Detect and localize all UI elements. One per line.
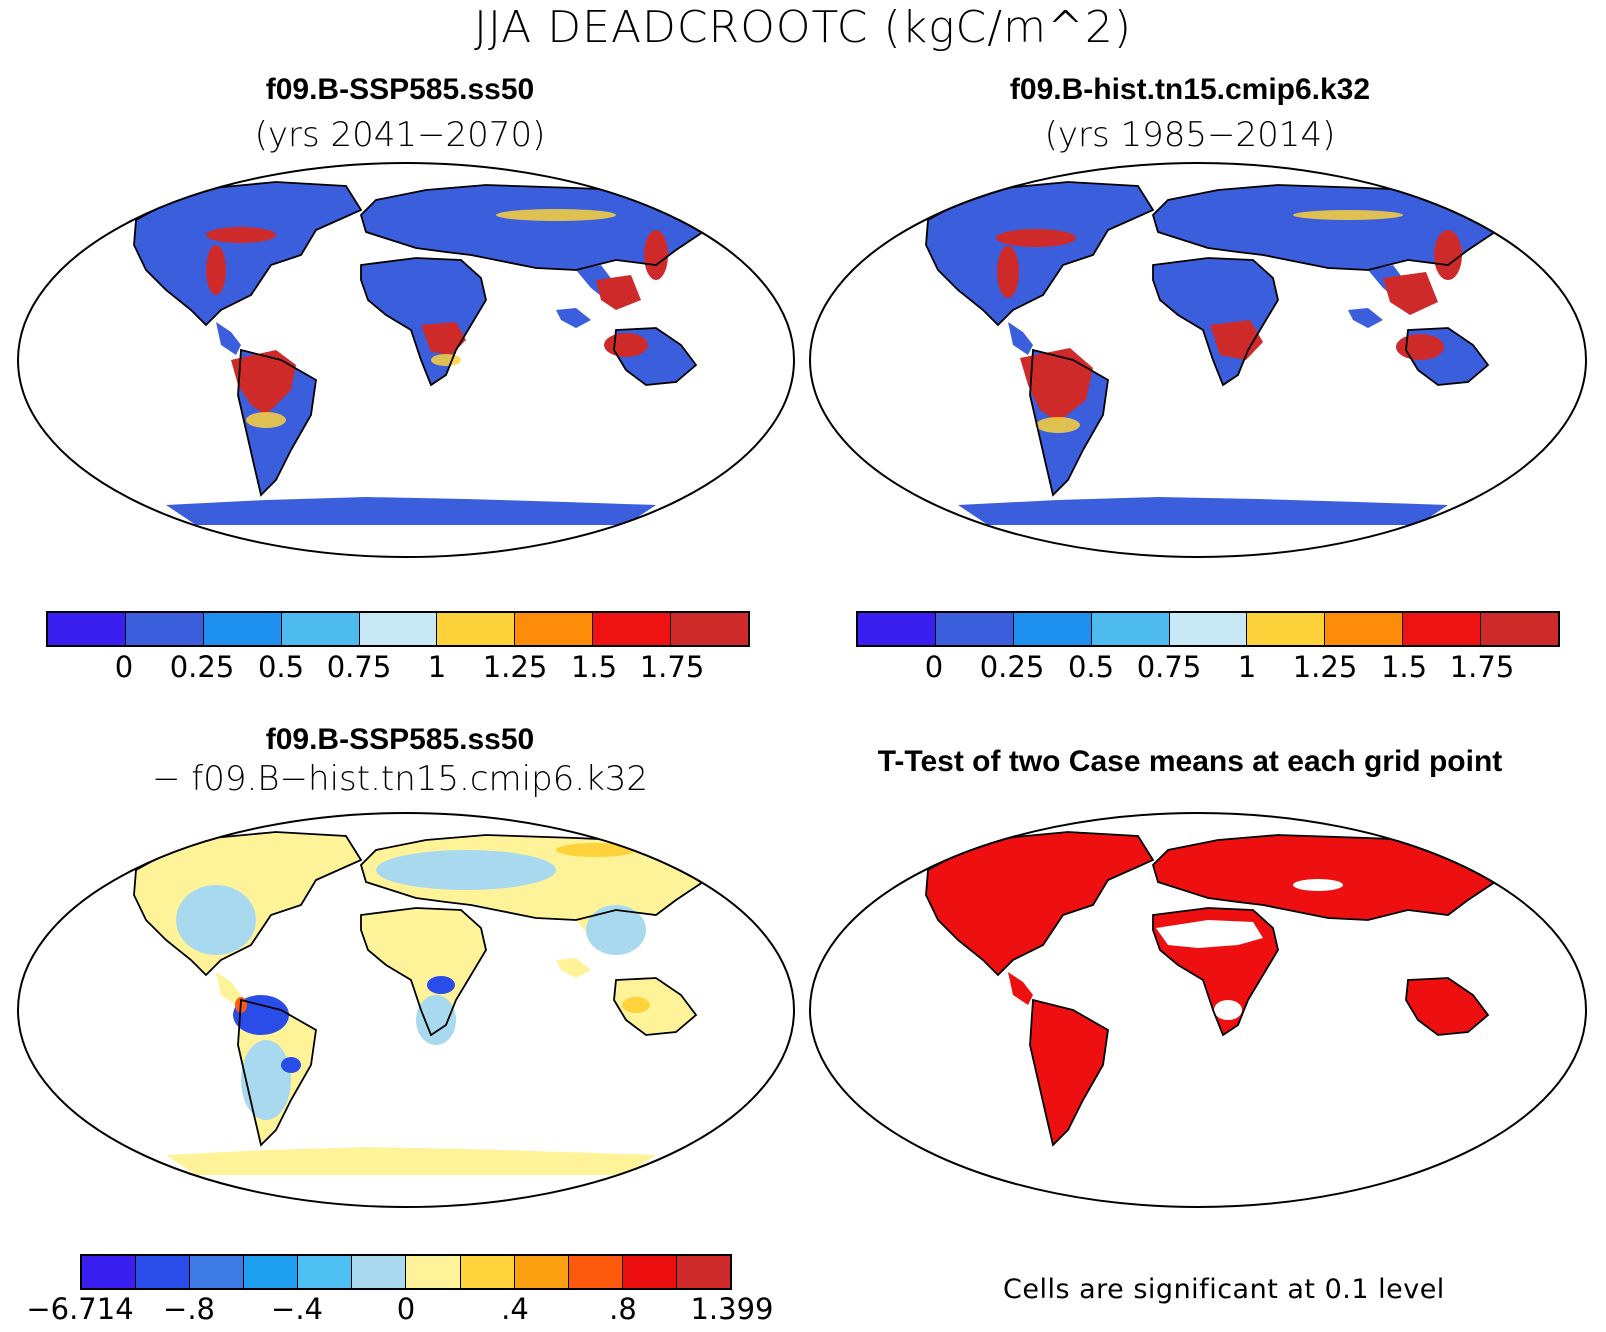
- tick-label: 0: [924, 650, 944, 684]
- tick-label: .8: [609, 1292, 637, 1326]
- tick-label: 0: [396, 1292, 416, 1326]
- colorbar-case2-labels: 0 0.25 0.5 0.75 1 1.25 1.5 1.75: [856, 650, 1560, 690]
- colorbar-box: [437, 613, 516, 645]
- colorbar-box: [568, 1256, 623, 1288]
- figure-title: JJA DEADCROOTC (kgC/m^2): [474, 2, 1132, 53]
- tick-label: 1.25: [482, 650, 548, 684]
- colorbar-box: [1325, 613, 1404, 645]
- colorbar-box: [298, 1256, 353, 1288]
- panel3-title: f09.B-SSP585.ss50: [265, 723, 535, 756]
- colorbar-box: [514, 1256, 569, 1288]
- colorbar-box: [359, 613, 438, 645]
- tick-label: −.4: [271, 1292, 323, 1326]
- colorbar-box: [515, 613, 594, 645]
- map-case1: [17, 162, 795, 558]
- tick-label: −6.714: [26, 1292, 134, 1326]
- map-difference: [17, 812, 795, 1208]
- colorbar-box: [406, 1256, 461, 1288]
- colorbar-box: [1091, 613, 1170, 645]
- colorbar-box: [676, 1256, 730, 1288]
- colorbar-case1-labels: 0 0.25 0.5 0.75 1 1.25 1.5 1.75: [46, 650, 750, 690]
- colorbar-box: [593, 613, 672, 645]
- tick-label: 1: [1237, 650, 1257, 684]
- colorbar-box: [136, 1256, 191, 1288]
- tick-label: −.8: [163, 1292, 215, 1326]
- tick-label: 1.5: [1380, 650, 1428, 684]
- colorbar-box: [1013, 613, 1092, 645]
- colorbar-box: [244, 1256, 299, 1288]
- colorbar-difference-labels: −6.714 −.8 −.4 0 .4 .8 1.399: [26, 1292, 773, 1332]
- tick-label: 1.75: [1449, 650, 1515, 684]
- colorbar-case2: [856, 611, 1560, 647]
- colorbar-box: [935, 613, 1014, 645]
- tick-label: 0.5: [1067, 650, 1115, 684]
- panel4-title: T-Test of two Case means at each grid po…: [877, 745, 1503, 778]
- colorbar-box: [671, 613, 749, 645]
- tick-label: .4: [501, 1292, 529, 1326]
- tick-label: 0.5: [257, 650, 305, 684]
- tick-label: 0: [114, 650, 134, 684]
- colorbar-box: [352, 1256, 407, 1288]
- colorbar-difference: [80, 1254, 732, 1290]
- map-ttest: [809, 812, 1587, 1208]
- colorbar-box: [1247, 613, 1326, 645]
- tick-label: 0.75: [1136, 650, 1202, 684]
- tick-label: 0.25: [169, 650, 235, 684]
- tick-label: 0.75: [326, 650, 392, 684]
- colorbar-box: [460, 1256, 515, 1288]
- colorbar-box: [82, 1256, 137, 1288]
- colorbar-case1: [46, 611, 750, 647]
- colorbar-box: [1481, 613, 1559, 645]
- colorbar-box: [281, 613, 360, 645]
- tick-label: 1.25: [1292, 650, 1358, 684]
- colorbar-box: [1169, 613, 1248, 645]
- colorbar-box: [1403, 613, 1482, 645]
- tick-label: 1: [427, 650, 447, 684]
- tick-label: 1.5: [570, 650, 618, 684]
- panel1-title: f09.B-SSP585.ss50: [265, 73, 535, 106]
- tick-label: 0.25: [979, 650, 1045, 684]
- tick-label: 1.75: [639, 650, 705, 684]
- panel2-title: f09.B-hist.tn15.cmip6.k32: [1009, 73, 1371, 106]
- panel3-subtitle: − f09.B−hist.tn15.cmip6.k32: [151, 759, 649, 799]
- colorbar-box: [125, 613, 204, 645]
- colorbar-box: [203, 613, 282, 645]
- colorbar-box: [190, 1256, 245, 1288]
- colorbar-box: [48, 613, 126, 645]
- colorbar-box: [858, 613, 936, 645]
- panel2-subtitle: (yrs 1985−2014): [1044, 115, 1336, 155]
- tick-label: 1.399: [690, 1292, 774, 1326]
- map-case2: [809, 162, 1587, 558]
- colorbar-box: [622, 1256, 677, 1288]
- significance-note: Cells are significant at 0.1 level: [1003, 1274, 1445, 1305]
- panel1-subtitle: (yrs 2041−2070): [254, 115, 546, 155]
